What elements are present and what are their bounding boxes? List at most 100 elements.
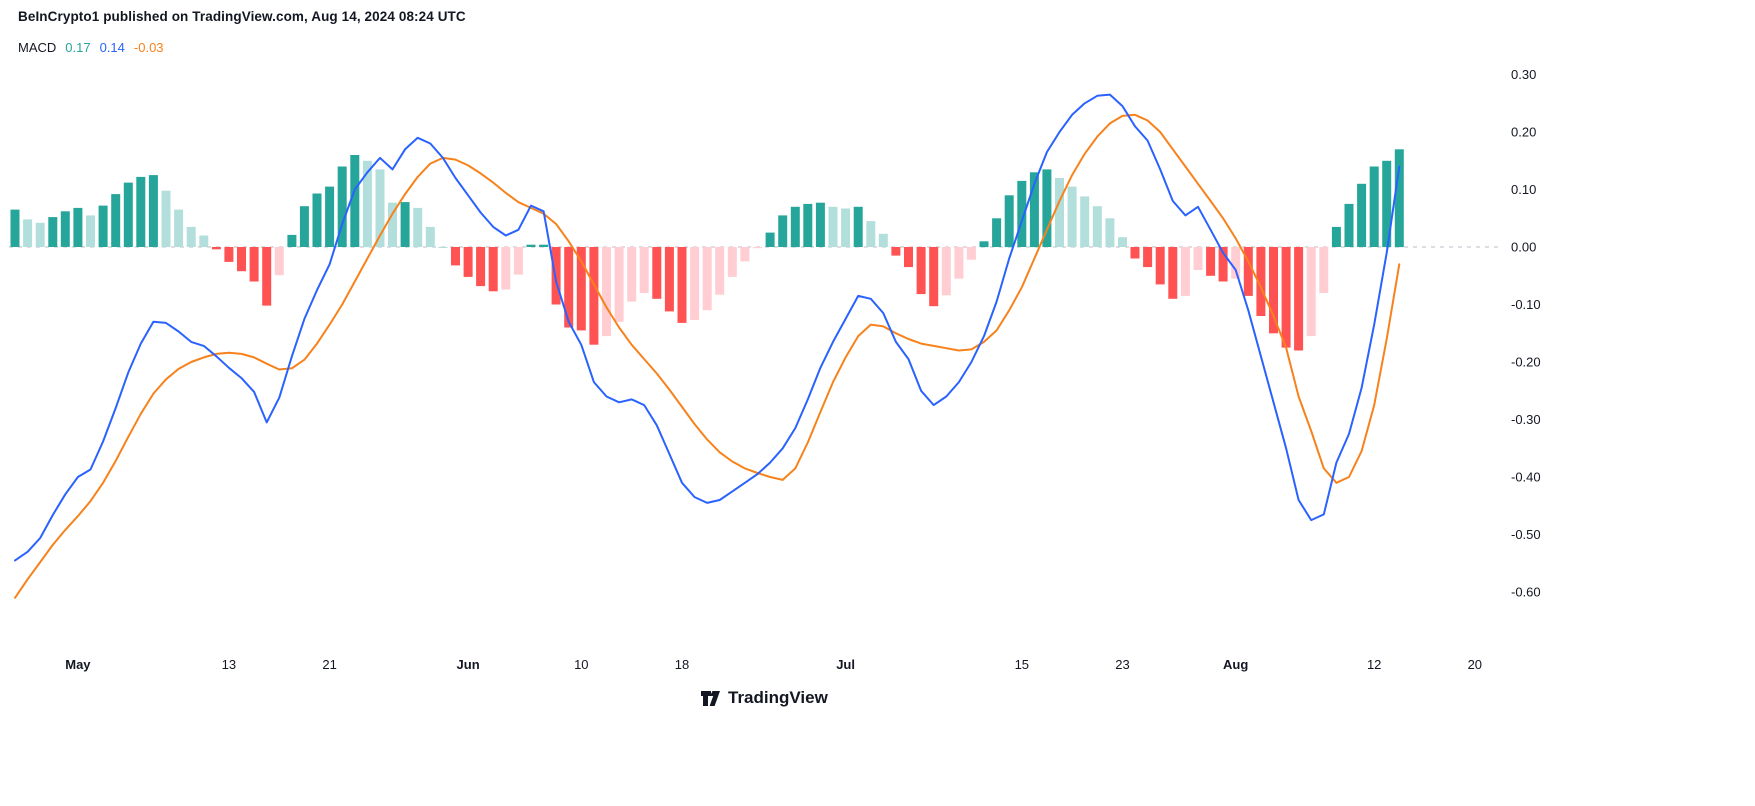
histogram-bar [727,247,737,277]
histogram-bar [148,175,158,247]
histogram-bar [1382,160,1392,248]
histogram-bar [828,206,838,247]
histogram-bar [564,247,574,328]
histogram-bar [48,217,58,247]
histogram-bars [10,149,1404,351]
histogram-bar [413,207,423,247]
histogram-bar [35,222,45,247]
histogram-bar [1357,183,1367,247]
y-axis-tick-label: -0.40 [1511,470,1541,485]
histogram-bar [211,247,221,250]
y-axis-tick-label: -0.10 [1511,297,1541,312]
histogram-bar [941,247,951,296]
histogram-bar [1155,247,1165,285]
histogram-bar [966,247,976,260]
histogram-bar [312,193,322,247]
histogram-bar [10,209,20,247]
y-axis-tick-label: -0.30 [1511,412,1541,427]
histogram-bar [337,166,347,247]
histogram-bar [325,186,335,247]
histogram-bar [224,247,234,262]
histogram-bar [891,247,901,256]
tradingview-watermark[interactable]: TradingView [700,688,828,708]
histogram-bar [400,202,410,247]
histogram-bar [1130,247,1140,259]
y-axis-tick-label: 0.10 [1511,182,1536,197]
histogram-bar [1042,169,1052,247]
indicator-name: MACD [18,40,57,55]
histogram-bar [86,215,95,247]
histogram-bar [1394,149,1404,248]
histogram-bar [299,206,309,247]
x-axis-tick-label: 15 [1015,657,1029,672]
histogram-bar [174,209,184,247]
histogram-bar [1180,247,1190,296]
histogram-bar [778,215,788,247]
histogram-bar [853,206,863,247]
histogram-bar [1168,247,1178,299]
y-axis-tick-label: 0.30 [1511,67,1536,82]
x-axis-tick-label: 10 [574,657,588,672]
indicator-legend: MACD 0.17 0.14 -0.03 [18,40,164,55]
histogram-bar [1004,195,1014,248]
histogram-bar [702,247,712,311]
histogram-bar [1331,226,1341,247]
histogram-bar [1092,206,1102,247]
histogram-bar [1369,166,1379,247]
y-axis-tick-label: 0.20 [1511,125,1536,140]
histogram-bar [438,247,448,248]
histogram-bar [388,202,397,247]
x-axis-tick-label: 21 [322,657,336,672]
histogram-bar [1243,247,1253,296]
histogram-bar [765,232,775,247]
histogram-bar [790,206,800,248]
histogram-bar [1017,180,1027,247]
tradingview-wordmark: TradingView [728,688,828,707]
histogram-bar [815,202,825,247]
histogram-bar [199,235,209,247]
histogram-bar [715,247,725,295]
histogram-bar [1055,178,1064,247]
histogram-bar [262,247,272,306]
histogram-bar [287,234,297,247]
histogram-bar [1269,247,1278,334]
histogram-bar [350,155,360,247]
histogram-bar [929,247,939,307]
histogram-bar [1231,247,1241,279]
histogram-bar [526,244,536,247]
histogram-bar [992,218,1002,247]
histogram-bar [136,176,146,247]
histogram-bar [274,247,284,276]
x-axis-tick-label: Aug [1223,657,1248,672]
histogram-bar [589,247,599,345]
histogram-bar [576,247,586,331]
histogram-bar [1067,186,1077,247]
histogram-bar [1118,237,1127,247]
histogram-bar [1105,218,1115,248]
tradingview-logo-icon [701,690,720,706]
histogram-bar [463,247,473,277]
histogram-bar [1029,172,1039,248]
x-axis-tick-label: 12 [1367,657,1381,672]
attribution-text: BeInCrypto1 published on TradingView.com… [18,9,466,24]
histogram-bar [551,247,561,305]
histogram-bar [677,247,687,323]
histogram-bar [1306,247,1316,337]
histogram-bar [954,247,964,279]
histogram-bar [1281,247,1291,348]
x-axis-tick-label: May [65,657,91,672]
histogram-bar [1080,196,1090,247]
indicator-histogram-value: 0.17 [65,40,91,55]
y-axis-tick-label: -0.20 [1511,355,1541,370]
histogram-bar [639,247,649,293]
histogram-bar [602,247,611,337]
histogram-bar [803,203,813,247]
histogram-bar [627,247,637,302]
histogram-bar [740,247,750,262]
histogram-bar [539,244,549,247]
histogram-bar [1319,247,1329,293]
y-axis-tick-label: 0.00 [1511,240,1536,255]
histogram-bar [362,160,372,248]
histogram-bar [98,205,108,247]
